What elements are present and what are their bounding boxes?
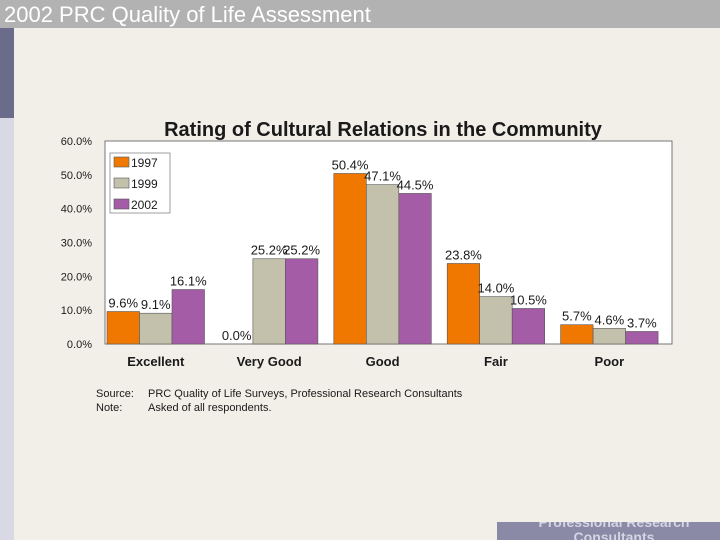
y-tick-label: 30.0% xyxy=(61,238,92,250)
bar xyxy=(592,328,626,345)
category-label: Fair xyxy=(484,354,508,369)
data-label: 10.5% xyxy=(510,292,547,307)
chart-title: Rating of Cultural Relations in the Comm… xyxy=(164,119,603,141)
page-title: 2002 PRC Quality of Life Assessment xyxy=(4,2,371,27)
legend-swatch xyxy=(113,177,130,189)
data-label: 9.1% xyxy=(141,297,171,312)
bar xyxy=(446,263,481,345)
header-bar: 2002 PRC Quality of Life Assessment xyxy=(0,0,720,28)
note-label: Note: xyxy=(96,402,123,414)
bar xyxy=(560,324,594,345)
bar xyxy=(511,308,546,345)
y-tick-label: 20.0% xyxy=(61,271,92,283)
y-tick-label: 0.0% xyxy=(67,339,92,351)
category-label: Good xyxy=(366,354,400,369)
data-label: 16.1% xyxy=(170,274,207,289)
bar xyxy=(171,289,205,345)
y-tick-label: 60.0% xyxy=(61,136,92,148)
data-label: 4.6% xyxy=(595,312,625,327)
bar xyxy=(365,184,400,345)
legend-label: 2002 xyxy=(131,198,158,212)
bar xyxy=(252,258,286,345)
source-label: Source: xyxy=(96,388,134,400)
bar xyxy=(333,173,367,345)
legend-label: 1999 xyxy=(131,177,158,191)
bar xyxy=(479,296,513,345)
footer-brand-text: Professional Research Consultants xyxy=(538,522,690,540)
source-text: PRC Quality of Life Surveys, Professiona… xyxy=(148,388,463,400)
category-label: Excellent xyxy=(127,354,185,369)
legend-swatch xyxy=(113,198,130,210)
y-tick-label: 50.0% xyxy=(61,170,92,182)
data-label: 47.1% xyxy=(364,169,401,184)
side-stripe xyxy=(0,118,14,540)
bar xyxy=(398,193,432,345)
legend-swatch xyxy=(113,156,130,168)
y-tick-label: 10.0% xyxy=(61,305,92,317)
data-label: 44.5% xyxy=(397,177,434,192)
footer-brand-box: Professional Research Consultants xyxy=(497,522,720,540)
y-tick-label: 40.0% xyxy=(61,204,92,216)
data-label: 14.0% xyxy=(478,281,515,296)
bar xyxy=(139,312,173,345)
data-label: 5.7% xyxy=(562,309,592,324)
data-label: 50.4% xyxy=(332,157,369,172)
data-label: 25.2% xyxy=(283,243,320,258)
data-label: 3.7% xyxy=(627,315,657,330)
note-text: Asked of all respondents. xyxy=(148,402,272,414)
category-label: Very Good xyxy=(237,354,302,369)
data-label: 0.0% xyxy=(222,328,252,343)
side-accent-bar xyxy=(0,28,14,118)
bar xyxy=(106,311,140,345)
data-label: 9.6% xyxy=(108,296,138,311)
bar xyxy=(625,331,659,345)
data-label: 25.2% xyxy=(251,243,288,258)
category-label: Poor xyxy=(595,354,625,369)
data-label: 23.8% xyxy=(445,247,482,262)
legend-label: 1997 xyxy=(131,156,158,170)
bar xyxy=(285,258,319,345)
